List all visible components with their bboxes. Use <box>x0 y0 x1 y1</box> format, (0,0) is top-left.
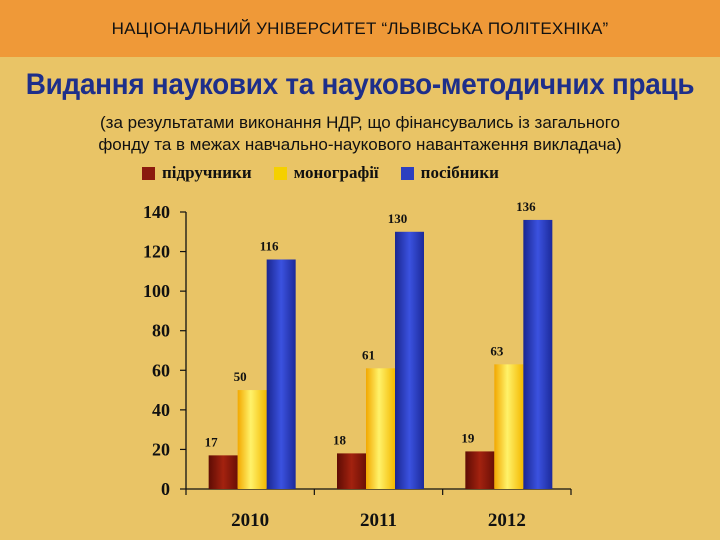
legend-label-manuals: посібники <box>420 163 499 182</box>
chart-title: Видання наукових та науково-методичних п… <box>25 68 695 101</box>
data-label: 130 <box>388 211 408 226</box>
bar-2011-1 <box>366 368 395 489</box>
data-label: 116 <box>260 238 279 253</box>
bar-2012-2 <box>523 219 553 489</box>
data-label: 50 <box>234 369 247 384</box>
data-label: 61 <box>362 347 375 362</box>
header-bar: НАЦІОНАЛЬНИЙ УНІВЕРСИТЕТ “ЛЬВІВСЬКА ПОЛІ… <box>0 0 720 57</box>
x-category-label: 2010 <box>231 510 269 531</box>
subtitle-line-2: фонду та в межах навчально-наукового нав… <box>98 135 622 154</box>
legend-label-monographs: монографії <box>293 163 379 182</box>
legend-swatch-textbooks <box>142 166 155 180</box>
y-tick-label: 20 <box>152 439 170 459</box>
y-tick-label: 0 <box>161 479 170 499</box>
bar-2010-0 <box>208 455 238 489</box>
bar-2010-1 <box>237 390 267 489</box>
chart-legend: підручники монографії посібники <box>142 162 612 184</box>
bar-2011-2 <box>395 231 424 490</box>
data-label: 18 <box>333 432 347 447</box>
y-tick-label: 40 <box>152 400 170 420</box>
x-category-label: 2012 <box>488 510 526 531</box>
y-tick-label: 120 <box>143 242 170 262</box>
legend-item-textbooks: підручники <box>142 163 252 183</box>
legend-swatch-manuals <box>400 166 414 180</box>
subtitle-line-1: (за результатами виконання НДР, що фінан… <box>100 113 620 132</box>
bar-2012-1 <box>494 364 524 489</box>
university-name: НАЦІОНАЛЬНИЙ УНІВЕРСИТЕТ “ЛЬВІВСЬКА ПОЛІ… <box>111 18 609 38</box>
x-category-label: 2011 <box>360 510 397 531</box>
data-label: 136 <box>516 199 536 214</box>
data-label: 19 <box>461 430 475 445</box>
chart-bars <box>208 219 553 490</box>
y-tick-label: 140 <box>143 202 170 222</box>
legend-item-manuals: посібники <box>400 163 499 183</box>
y-tick-label: 80 <box>152 321 170 341</box>
legend-item-monographs: монографії <box>273 163 379 183</box>
legend-label-textbooks: підручники <box>162 163 252 182</box>
y-tick-label: 100 <box>143 281 170 301</box>
bar-2010-2 <box>266 259 296 489</box>
chart-subtitle: (за результатами виконання НДР, що фінан… <box>20 112 700 156</box>
bar-2012-0 <box>465 451 495 489</box>
chart-labels: 17 50 116 2010 18 61 130 2011 19 63 136 2012 <box>205 199 536 531</box>
legend-swatch-monographs <box>273 166 287 180</box>
y-tick-label: 60 <box>152 360 170 380</box>
data-label: 63 <box>490 343 504 358</box>
data-label: 17 <box>205 434 219 449</box>
bar-2011-0 <box>337 453 366 489</box>
